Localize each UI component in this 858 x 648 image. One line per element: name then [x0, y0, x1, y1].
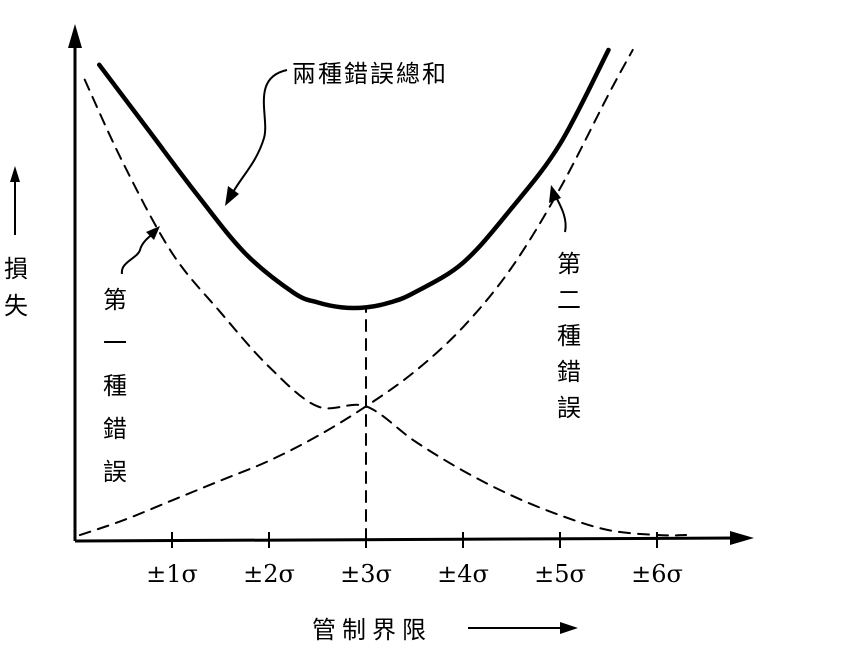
- annotation-total-pointer: [229, 69, 288, 199]
- vertical-char: 種: [103, 372, 127, 400]
- annotation-type1-pointer: [120, 231, 156, 275]
- series-type2-error-line: [78, 48, 634, 537]
- x-tick-label: ±6σ: [631, 560, 683, 588]
- series-total-error-line: [97, 47, 611, 311]
- annotation-total-error: 兩種錯誤總和: [292, 60, 448, 88]
- annotation-type1-pointer-head: [146, 226, 160, 240]
- vertical-char: 種: [557, 322, 581, 350]
- x-axis: [74, 536, 739, 543]
- x-tick-label: ±5σ: [534, 560, 586, 588]
- annotation-type2-pointer-head: [549, 185, 561, 203]
- x-ticks: ±1σ ±2σ ±3σ ±4σ ±5σ ±6σ: [146, 532, 683, 588]
- vertical-char: 損: [4, 255, 28, 283]
- vertical-char: 第: [103, 286, 127, 314]
- vertical-char: 錯: [557, 358, 581, 386]
- x-tick-label: ±3σ: [340, 560, 392, 588]
- series-type1-error-line: [83, 78, 688, 537]
- x-tick-label: ±4σ: [437, 560, 489, 588]
- vertical-char: 第: [557, 250, 581, 278]
- vertical-char: 錯: [103, 415, 127, 443]
- vertical-char: 一: [103, 329, 127, 357]
- series: [78, 47, 688, 541]
- vertical-char: 二: [557, 286, 581, 314]
- x-axis-title: 管制界限: [312, 616, 432, 644]
- vertical-char: 誤: [557, 394, 581, 422]
- x-label-arrow-head: [560, 622, 578, 634]
- x-tick-label: ±2σ: [243, 560, 295, 588]
- vertical-char: 誤: [103, 458, 127, 486]
- annotation-total-pointer-head: [225, 186, 239, 206]
- annotation-type2-pointer: [554, 194, 567, 233]
- y-axis-arrowhead: [68, 24, 82, 48]
- x-axis-arrowhead: [730, 531, 754, 545]
- x-tick-label: ±1σ: [146, 560, 198, 588]
- y-axis-title: 損失: [4, 255, 28, 320]
- y-label-arrow-head: [10, 166, 20, 182]
- vertical-char: 失: [4, 292, 28, 320]
